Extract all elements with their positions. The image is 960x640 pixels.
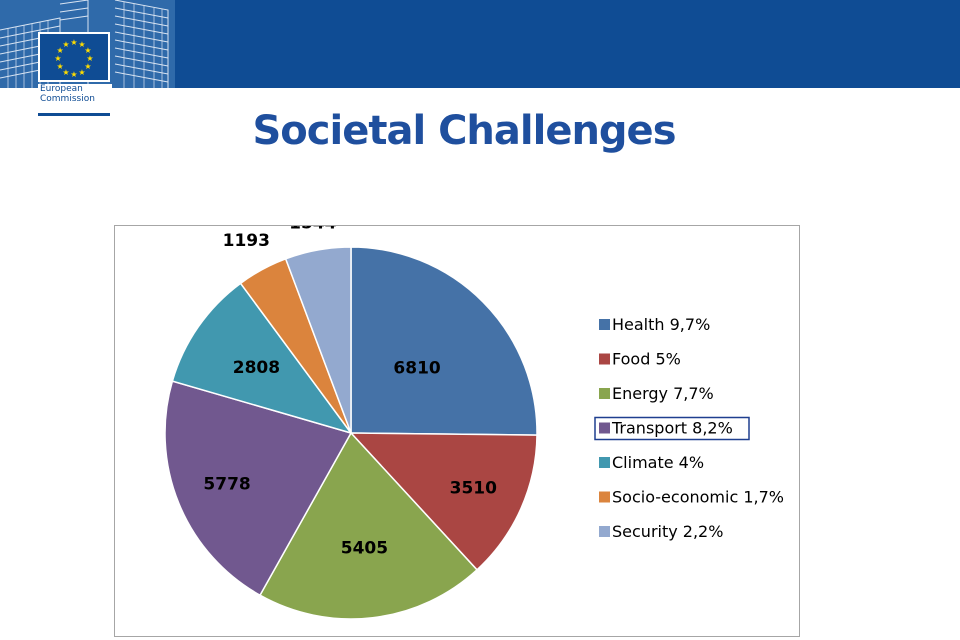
legend-label-climate: Climate 4% <box>612 453 704 472</box>
legend-label-food: Food 5% <box>612 350 681 369</box>
flag-star: ★ <box>70 70 77 79</box>
flag-star: ★ <box>86 54 93 63</box>
flag-star: ★ <box>78 68 85 77</box>
legend-label-health: Health 9,7% <box>612 315 710 334</box>
chart-frame: 6810 3510 5405 5778 2808 1193 1544 Health 9,7%… <box>114 225 800 637</box>
logo-text-line1: European <box>40 84 83 94</box>
data-label-health: 6810 <box>393 359 440 379</box>
legend-swatch-food <box>599 353 610 365</box>
pie-slice-health <box>350 246 538 436</box>
header-banner <box>0 0 960 88</box>
pie-chart: 6810 3510 5405 5778 2808 1193 1544 Health 9,7%… <box>164 226 784 620</box>
pie-slices <box>164 246 538 620</box>
flag-star: ★ <box>54 54 61 63</box>
legend-label-energy: Energy 7,7% <box>612 384 714 403</box>
legend-label-transport: Transport 8,2% <box>611 419 733 438</box>
data-label-security: 1544 <box>289 226 336 234</box>
legend-swatch-socio-economic <box>599 491 610 503</box>
legend-label-socio-economic: Socio-economic 1,7% <box>612 488 784 507</box>
flag-star: ★ <box>57 62 64 71</box>
data-label-socio-economic: 1193 <box>223 231 270 251</box>
flag-star: ★ <box>70 38 77 47</box>
legend-swatch-energy <box>599 388 610 399</box>
pie-slice-transport <box>164 380 353 597</box>
pie-slice-energy <box>258 431 479 620</box>
legend-swatch-health <box>599 319 610 330</box>
eu-flag-icon: ★ ★ ★ ★ ★ ★ ★ ★ ★ ★ ★ ★ <box>38 32 110 82</box>
pie-slice-food <box>349 432 538 571</box>
data-label-energy: 5405 <box>341 539 388 559</box>
european-commission-logo: ★ ★ ★ ★ ★ ★ ★ ★ ★ ★ ★ ★ European Commission <box>38 32 112 116</box>
data-label-food: 3510 <box>450 479 497 499</box>
pie-slice-climate <box>171 282 353 435</box>
data-label-climate: 2808 <box>233 358 280 378</box>
logo-text: European Commission <box>38 84 112 116</box>
flag-star: ★ <box>62 68 69 77</box>
legend-swatch-climate <box>599 457 610 468</box>
data-label-transport: 5778 <box>203 475 250 495</box>
pie-data-labels: 6810 3510 5405 5778 2808 1193 1544 <box>203 226 497 559</box>
flag-star: ★ <box>84 46 91 55</box>
flag-star: ★ <box>78 40 85 49</box>
legend-swatch-transport <box>599 422 610 434</box>
legend-label-security: Security 2,2% <box>612 522 723 541</box>
flag-star: ★ <box>62 40 69 49</box>
legend-highlight-box <box>594 416 750 441</box>
chart-legend: Health 9,7% Food 5% Energy 7,7% Transport 8… <box>594 315 784 541</box>
pie-slice-security <box>284 246 352 434</box>
flag-star: ★ <box>57 46 64 55</box>
slide-title: Societal Challenges <box>252 108 676 154</box>
logo-text-line2: Commission <box>40 94 95 104</box>
logo-underline <box>38 113 110 116</box>
flag-star: ★ <box>84 62 91 71</box>
legend-swatch-security <box>599 526 610 537</box>
